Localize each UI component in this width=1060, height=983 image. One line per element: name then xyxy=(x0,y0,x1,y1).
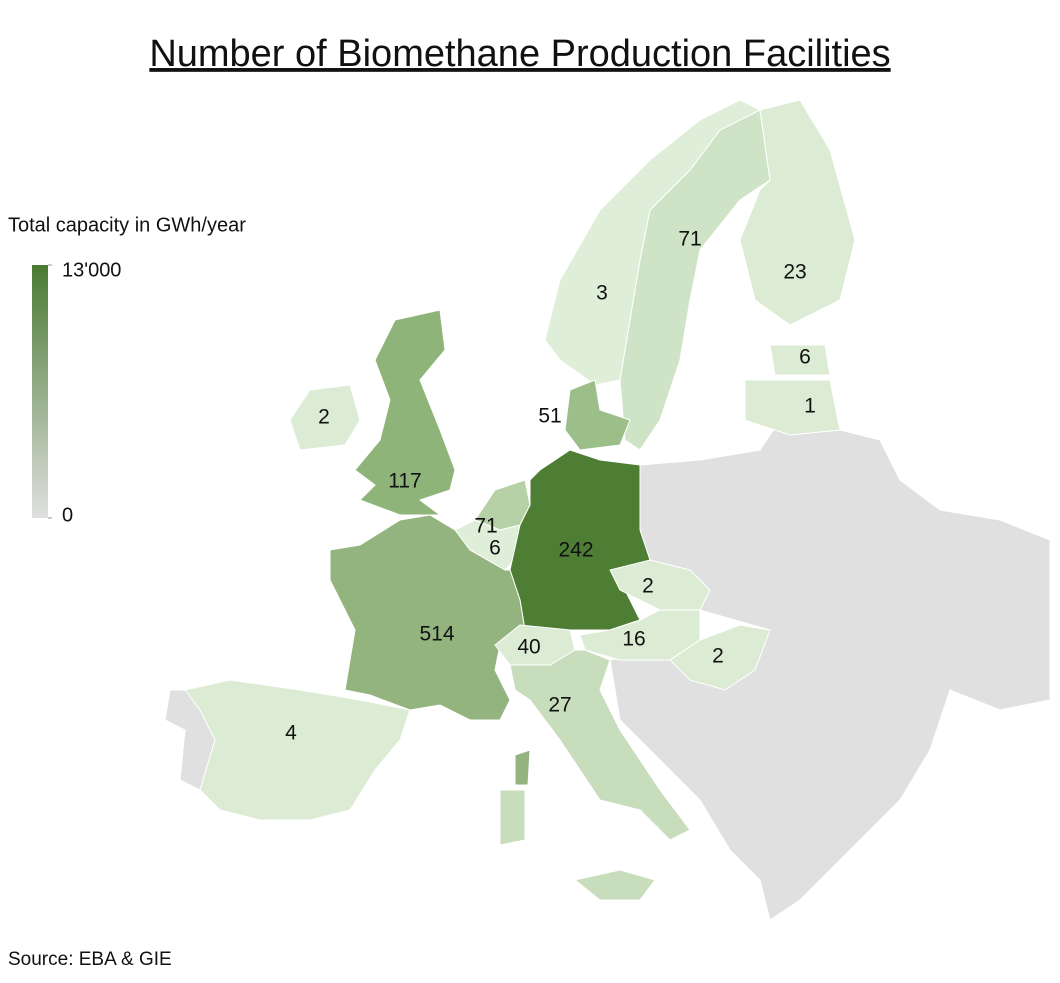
country-value: 6 xyxy=(799,346,811,369)
country-shape xyxy=(329,514,526,721)
country-shape xyxy=(669,624,771,691)
country-shape xyxy=(354,309,456,516)
country-value: 71 xyxy=(678,228,701,251)
country-value: 1 xyxy=(804,395,816,418)
country-value: 51 xyxy=(538,405,561,428)
legend-tick-label: 13'000 xyxy=(62,259,121,281)
country-value: 40 xyxy=(517,636,540,659)
legend-title: Total capacity in GWh/year xyxy=(8,214,246,236)
country-value: 6 xyxy=(489,537,501,560)
title: Number of Biomethane Production Faciliti… xyxy=(149,33,890,75)
country-shape xyxy=(609,419,1051,921)
country-value: 242 xyxy=(558,539,593,562)
country-shape xyxy=(609,559,711,611)
country-value: 117 xyxy=(388,470,421,493)
country-value: 27 xyxy=(548,694,571,717)
legend-tick-label: 0 xyxy=(62,504,73,526)
country-shape xyxy=(579,609,701,661)
country-shape xyxy=(289,384,361,451)
country-value: 16 xyxy=(622,628,645,651)
country-shape xyxy=(573,869,656,901)
country-value: 2 xyxy=(712,645,724,668)
color-bar xyxy=(32,265,48,518)
country-shape xyxy=(739,99,856,326)
country-value: 2 xyxy=(642,575,654,598)
country-value: 2 xyxy=(318,406,330,429)
country-shape xyxy=(514,749,531,786)
labels: 71 23 3 6 1 2 51 117 71 6 242 2 514 40 1… xyxy=(285,228,816,745)
country-value: 23 xyxy=(783,261,806,284)
country-shape xyxy=(184,679,411,821)
country-value: 3 xyxy=(596,282,608,305)
country-value: 4 xyxy=(285,722,297,745)
country-shape xyxy=(769,344,831,376)
country-value: 71 xyxy=(474,515,497,538)
country-shape xyxy=(499,789,526,846)
country-shape xyxy=(744,379,841,436)
country-shape xyxy=(564,379,631,451)
country-value: 514 xyxy=(419,623,454,646)
country-shape xyxy=(544,99,762,386)
source: Source: EBA & GIE xyxy=(8,949,172,970)
country-shape xyxy=(509,649,691,841)
